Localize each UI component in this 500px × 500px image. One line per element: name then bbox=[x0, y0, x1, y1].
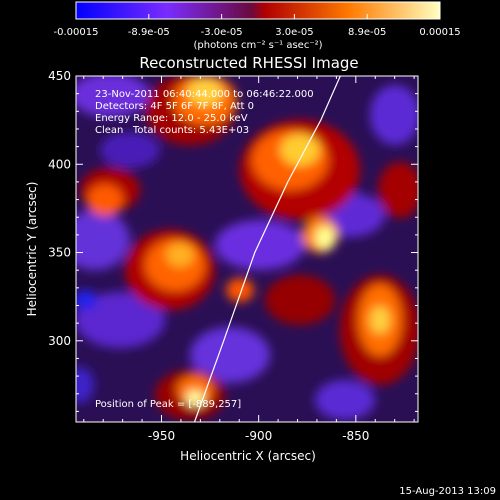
colorbar: -0.00015 -8.9e-05 -3.0e-05 3.0e-05 8.9e-05 0.… bbox=[54, 1, 461, 51]
annotation-clean: Clean Total counts: 5.43E+03 bbox=[95, 125, 249, 136]
colorbar-unit-label: (photons cm⁻² s⁻¹ asec⁻²) bbox=[193, 40, 322, 51]
x-tick-label: -850 bbox=[342, 429, 369, 443]
footer-date: 15-Aug-2013 13:09 bbox=[399, 486, 496, 497]
annotation-peak-position: Position of Peak = [-889,257] bbox=[95, 399, 241, 410]
annotation-time-range: 23-Nov-2011 06:40:44.000 to 06:46:22.000 bbox=[95, 89, 314, 100]
y-tick-label: 400 bbox=[48, 157, 71, 171]
annotation-energy-range: Energy Range: 12.0 - 25.0 keV bbox=[95, 113, 248, 124]
y-tick-label: 300 bbox=[48, 334, 71, 348]
colorbar-tick-label: -3.0e-05 bbox=[201, 27, 243, 38]
y-tick-label: 350 bbox=[48, 246, 71, 260]
colorbar-tick-label: 8.9e-05 bbox=[348, 27, 386, 38]
colorbar-ticks: -0.00015 -8.9e-05 -3.0e-05 3.0e-05 8.9e-05 0.… bbox=[54, 14, 461, 38]
plot-frame bbox=[75, 75, 419, 423]
y-axis: 300 350 400 450 bbox=[48, 69, 418, 412]
colorbar-tick-label: 0.00015 bbox=[419, 27, 460, 38]
y-tick-label: 450 bbox=[48, 69, 71, 83]
x-tick-label: -950 bbox=[148, 429, 175, 443]
x-tick-label: -900 bbox=[245, 429, 272, 443]
y-axis-label: Heliocentric Y (arcsec) bbox=[25, 182, 39, 317]
plot-title: Reconstructed RHESSI Image bbox=[139, 54, 358, 72]
annotation-block: 23-Nov-2011 06:40:44.000 to 06:46:22.000… bbox=[95, 89, 314, 410]
colorbar-tick-label: 3.0e-05 bbox=[275, 27, 313, 38]
x-axis: -950 -900 -850 bbox=[83, 76, 415, 443]
annotation-detectors: Detectors: 4F 5F 6F 7F 8F, Att 0 bbox=[95, 101, 254, 112]
solar-limb-curve bbox=[193, 76, 341, 422]
x-axis-label: Heliocentric X (arcsec) bbox=[180, 449, 316, 463]
colorbar-tick-label: -0.00015 bbox=[54, 27, 99, 38]
heatmap-image bbox=[76, 76, 418, 422]
colorbar-tick-label: -8.9e-05 bbox=[128, 27, 170, 38]
colorbar-gradient bbox=[75, 1, 441, 20]
